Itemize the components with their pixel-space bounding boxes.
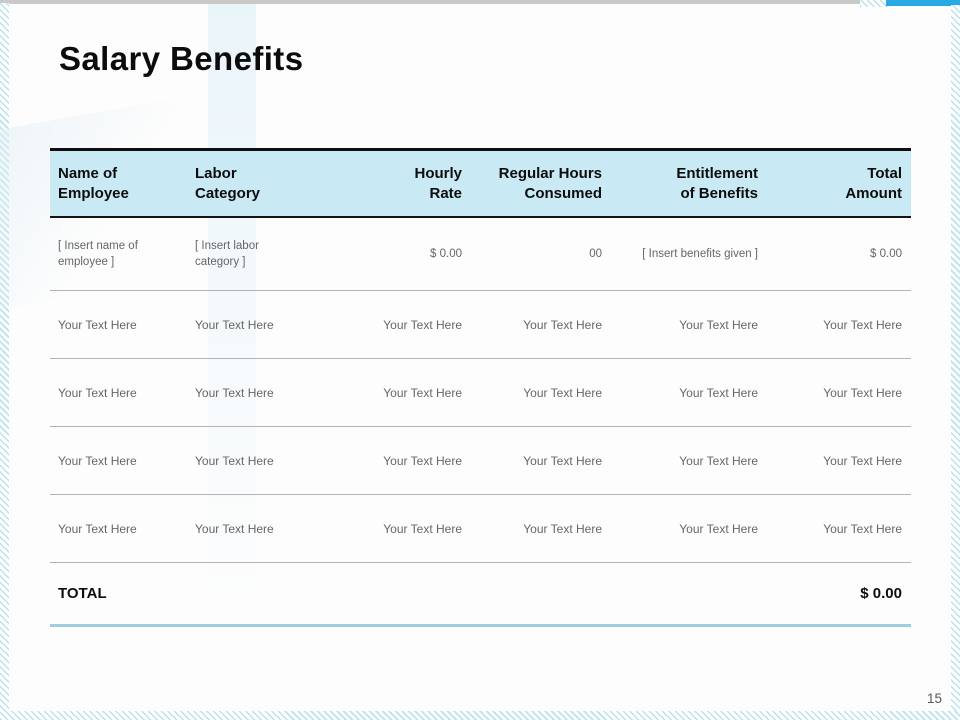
header-cell-name-of-employee: Name of Employee bbox=[58, 164, 129, 202]
top-bar-hatch bbox=[860, 0, 888, 7]
table-cell: Your Text Here bbox=[195, 385, 274, 400]
header-cell-entitlement: Entitlement of Benefits bbox=[676, 164, 758, 202]
table-cell: Your Text Here bbox=[58, 385, 137, 400]
table-cell: Your Text Here bbox=[823, 453, 902, 468]
table-cell: Your Text Here bbox=[58, 521, 137, 536]
placeholder-cell-rate: $ 0.00 bbox=[430, 248, 462, 260]
placeholder-cell-amount: $ 0.00 bbox=[870, 248, 902, 260]
table-cell: Your Text Here bbox=[523, 317, 602, 332]
top-bar-blue-accent bbox=[886, 0, 960, 6]
top-bar-gray bbox=[0, 0, 866, 4]
table-cell: Your Text Here bbox=[195, 317, 274, 332]
table-row: Your Text Here Your Text Here Your Text … bbox=[50, 495, 911, 563]
table-cell: Your Text Here bbox=[823, 521, 902, 536]
left-border-hatch bbox=[0, 3, 9, 720]
table-cell: Your Text Here bbox=[195, 453, 274, 468]
total-amount: $ 0.00 bbox=[860, 585, 902, 602]
header-cell-labor-category: Labor Category bbox=[195, 164, 261, 202]
header-cell-regular-hours: Regular Hours Consumed bbox=[498, 164, 602, 202]
table-cell: Your Text Here bbox=[383, 385, 462, 400]
table-cell: Your Text Here bbox=[523, 521, 602, 536]
placeholder-cell-category: [ Insert labor category ] bbox=[195, 240, 259, 268]
table-cell: Your Text Here bbox=[383, 521, 462, 536]
total-row: TOTAL $ 0.00 bbox=[50, 563, 911, 627]
table-cell: Your Text Here bbox=[383, 453, 462, 468]
table-cell: Your Text Here bbox=[523, 453, 602, 468]
table-cell: Your Text Here bbox=[679, 385, 758, 400]
table-cell: Your Text Here bbox=[383, 317, 462, 332]
total-label: TOTAL bbox=[58, 585, 107, 602]
table-row: Your Text Here Your Text Here Your Text … bbox=[50, 359, 911, 427]
header-cell-total-amount: Total Amount bbox=[845, 164, 902, 202]
table-cell: Your Text Here bbox=[523, 385, 602, 400]
placeholder-row: [ Insert name of employee ] [ Insert lab… bbox=[50, 218, 911, 291]
page-number: 15 bbox=[926, 691, 942, 706]
placeholder-cell-name: [ Insert name of employee ] bbox=[58, 240, 138, 268]
table-cell: Your Text Here bbox=[195, 521, 274, 536]
table-row: Your Text Here Your Text Here Your Text … bbox=[50, 291, 911, 359]
table-cell: Your Text Here bbox=[679, 317, 758, 332]
table-row: Your Text Here Your Text Here Your Text … bbox=[50, 427, 911, 495]
table-cell: Your Text Here bbox=[58, 453, 137, 468]
table-cell: Your Text Here bbox=[679, 521, 758, 536]
placeholder-cell-hours: 00 bbox=[589, 248, 602, 260]
bottom-border-hatch bbox=[0, 711, 960, 720]
table-cell: Your Text Here bbox=[58, 317, 137, 332]
placeholder-cell-benefits: [ Insert benefits given ] bbox=[642, 248, 758, 260]
salary-benefits-table: Name of Employee Labor Category Hourly R… bbox=[50, 148, 911, 627]
slide-title: Salary Benefits bbox=[59, 40, 304, 77]
table-cell: Your Text Here bbox=[823, 385, 902, 400]
table-cell: Your Text Here bbox=[679, 453, 758, 468]
table-header-row: Name of Employee Labor Category Hourly R… bbox=[50, 148, 911, 218]
header-cell-hourly-rate: Hourly Rate bbox=[414, 164, 462, 202]
table-cell: Your Text Here bbox=[823, 317, 902, 332]
right-border-hatch bbox=[951, 5, 960, 720]
